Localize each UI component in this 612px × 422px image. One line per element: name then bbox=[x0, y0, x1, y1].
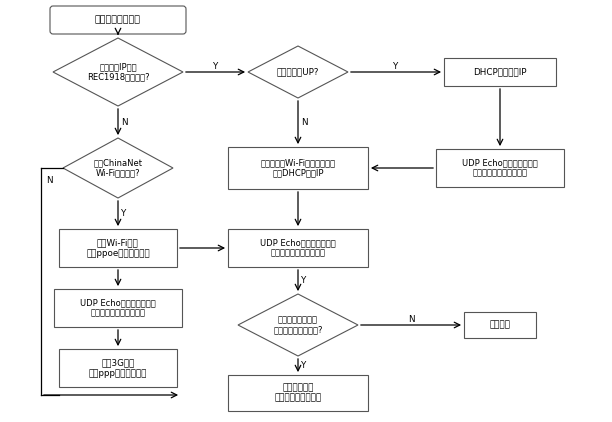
Text: N: N bbox=[46, 176, 53, 185]
Bar bbox=[228, 147, 368, 189]
Text: 多网络自适应接入: 多网络自适应接入 bbox=[95, 16, 141, 24]
Text: N: N bbox=[408, 314, 414, 324]
Bar bbox=[54, 289, 182, 327]
Polygon shape bbox=[248, 46, 348, 98]
Bar bbox=[444, 58, 556, 86]
Polygon shape bbox=[53, 38, 183, 106]
Text: Y: Y bbox=[121, 209, 127, 218]
Text: Y: Y bbox=[301, 276, 307, 285]
Text: 电信ChinaNet
Wi-Fi热点存在?: 电信ChinaNet Wi-Fi热点存在? bbox=[94, 158, 143, 178]
Text: Y: Y bbox=[394, 62, 398, 70]
Polygon shape bbox=[63, 138, 173, 198]
Text: DHCP自动获取IP: DHCP自动获取IP bbox=[473, 68, 527, 76]
Text: 注册该链路并
初始化视频传输参数: 注册该链路并 初始化视频传输参数 bbox=[274, 383, 322, 403]
Bar bbox=[436, 149, 564, 187]
Text: 告警输出: 告警输出 bbox=[490, 320, 510, 330]
Bar bbox=[59, 229, 177, 267]
Text: UDP Echo目的地可达测试
并计算到监控中心的延迟: UDP Echo目的地可达测试 并计算到监控中心的延迟 bbox=[462, 158, 538, 178]
Text: 绑定Wi-Fi模块
使用ppoe建立公网路由: 绑定Wi-Fi模块 使用ppoe建立公网路由 bbox=[86, 238, 150, 258]
Text: N: N bbox=[121, 117, 127, 127]
Text: 绑定3G模块
使用ppp建立公网路由: 绑定3G模块 使用ppp建立公网路由 bbox=[89, 358, 147, 378]
Polygon shape bbox=[238, 294, 358, 356]
Text: N: N bbox=[300, 118, 307, 127]
Text: 以太网接口UP?: 以太网接口UP? bbox=[277, 68, 319, 76]
Text: 存在一条到达监控
中心延迟最小的链路?: 存在一条到达监控 中心延迟最小的链路? bbox=[273, 315, 323, 335]
Bar bbox=[228, 229, 368, 267]
Text: UDP Echo目的地可达测试
并计算到监控中心的延迟: UDP Echo目的地可达测试 并计算到监控中心的延迟 bbox=[260, 238, 336, 258]
Text: UDP Echo目的地可达测试
并计算到监控中心的延迟: UDP Echo目的地可达测试 并计算到监控中心的延迟 bbox=[80, 298, 156, 318]
Bar bbox=[59, 349, 177, 387]
FancyBboxPatch shape bbox=[50, 6, 186, 34]
Bar bbox=[228, 375, 368, 411]
Text: Y: Y bbox=[213, 62, 218, 70]
Text: 扫描所有的Wi-Fi热点、逐个接
入、DHCP获取IP: 扫描所有的Wi-Fi热点、逐个接 入、DHCP获取IP bbox=[261, 158, 335, 178]
Bar bbox=[464, 312, 536, 338]
Text: Y: Y bbox=[301, 361, 307, 370]
Text: 监控中心IP属于
REC1918保留地址?: 监控中心IP属于 REC1918保留地址? bbox=[87, 62, 149, 82]
